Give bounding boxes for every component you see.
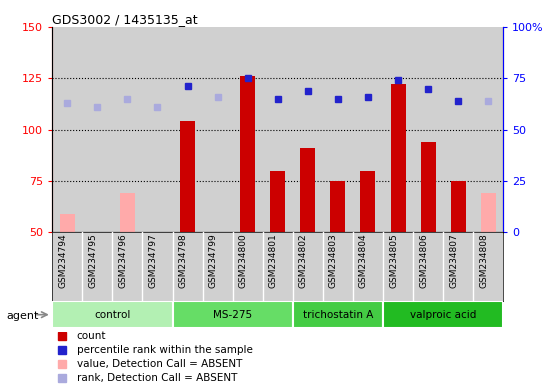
- Text: GSM234796: GSM234796: [118, 234, 128, 288]
- Text: count: count: [77, 331, 106, 341]
- Text: trichostatin A: trichostatin A: [302, 310, 373, 320]
- Text: valproic acid: valproic acid: [410, 310, 476, 320]
- Bar: [353, 27, 383, 232]
- Text: MS-275: MS-275: [213, 310, 252, 320]
- Bar: [202, 27, 233, 232]
- Bar: [240, 76, 255, 232]
- Bar: [383, 301, 503, 328]
- Text: GSM234808: GSM234808: [479, 234, 488, 288]
- Bar: [413, 232, 443, 301]
- Bar: [142, 232, 173, 301]
- Text: GDS3002 / 1435135_at: GDS3002 / 1435135_at: [52, 13, 198, 26]
- Bar: [233, 27, 263, 232]
- Text: rank, Detection Call = ABSENT: rank, Detection Call = ABSENT: [77, 373, 237, 383]
- Text: GSM234798: GSM234798: [179, 234, 188, 288]
- Text: GSM234800: GSM234800: [239, 234, 248, 288]
- Bar: [413, 27, 443, 232]
- Text: GSM234805: GSM234805: [389, 234, 398, 288]
- Bar: [112, 27, 142, 232]
- Text: GSM234803: GSM234803: [329, 234, 338, 288]
- Bar: [481, 193, 496, 232]
- Bar: [60, 214, 75, 232]
- Bar: [180, 121, 195, 232]
- Text: value, Detection Call = ABSENT: value, Detection Call = ABSENT: [77, 359, 242, 369]
- Bar: [353, 232, 383, 301]
- Text: GSM234801: GSM234801: [269, 234, 278, 288]
- Bar: [383, 232, 413, 301]
- Bar: [82, 232, 112, 301]
- Text: GSM234797: GSM234797: [148, 234, 157, 288]
- Bar: [443, 232, 473, 301]
- Bar: [173, 27, 202, 232]
- Bar: [293, 232, 323, 301]
- Bar: [202, 232, 233, 301]
- Bar: [52, 27, 82, 232]
- Text: GSM234802: GSM234802: [299, 234, 308, 288]
- Bar: [473, 232, 503, 301]
- Bar: [52, 232, 82, 301]
- Bar: [421, 142, 436, 232]
- Text: GSM234807: GSM234807: [449, 234, 458, 288]
- Bar: [293, 27, 323, 232]
- Bar: [390, 84, 405, 232]
- Text: GSM234799: GSM234799: [208, 234, 218, 288]
- Bar: [120, 193, 135, 232]
- Bar: [263, 27, 293, 232]
- Bar: [300, 148, 315, 232]
- Bar: [443, 27, 473, 232]
- Bar: [233, 232, 263, 301]
- Text: GSM234795: GSM234795: [89, 234, 97, 288]
- Bar: [52, 301, 173, 328]
- Text: agent: agent: [7, 311, 39, 321]
- Bar: [383, 27, 413, 232]
- Bar: [331, 181, 345, 232]
- Bar: [263, 232, 293, 301]
- Bar: [173, 232, 202, 301]
- Bar: [450, 181, 466, 232]
- Bar: [360, 170, 376, 232]
- Bar: [173, 301, 293, 328]
- Bar: [473, 27, 503, 232]
- Text: GSM234804: GSM234804: [359, 234, 368, 288]
- Bar: [270, 170, 285, 232]
- Bar: [142, 27, 173, 232]
- Bar: [323, 232, 353, 301]
- Text: percentile rank within the sample: percentile rank within the sample: [77, 345, 252, 355]
- Text: GSM234794: GSM234794: [58, 234, 67, 288]
- Text: control: control: [94, 310, 130, 320]
- Text: GSM234806: GSM234806: [419, 234, 428, 288]
- Bar: [112, 232, 142, 301]
- Bar: [293, 301, 383, 328]
- Bar: [82, 27, 112, 232]
- Bar: [323, 27, 353, 232]
